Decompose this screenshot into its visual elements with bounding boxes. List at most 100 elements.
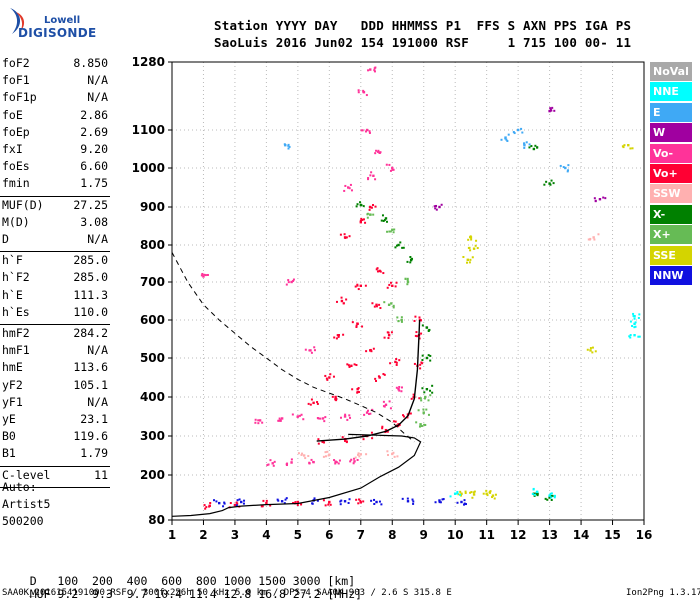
echo-point bbox=[543, 183, 546, 186]
panel-separator bbox=[0, 486, 110, 488]
echo-point bbox=[633, 326, 636, 329]
legend-item: Vo- bbox=[650, 143, 692, 163]
echo-point bbox=[418, 425, 421, 428]
echo-point bbox=[532, 487, 535, 490]
echo-point bbox=[326, 378, 329, 381]
param-name: foEs bbox=[2, 159, 30, 174]
echo-point bbox=[286, 462, 289, 465]
echo-point bbox=[412, 500, 415, 503]
echo-point bbox=[420, 332, 423, 335]
echo-point bbox=[276, 498, 279, 501]
echo-point bbox=[523, 146, 526, 149]
echo-point bbox=[373, 70, 376, 73]
echo-point bbox=[633, 334, 636, 337]
echo-point bbox=[398, 389, 401, 392]
echo-point bbox=[389, 169, 392, 172]
param-row: h`F2 285.0 bbox=[2, 270, 108, 287]
echo-point bbox=[589, 349, 592, 352]
echo-point bbox=[260, 505, 263, 508]
echo-point bbox=[215, 500, 218, 503]
echo-point bbox=[435, 204, 438, 207]
echo-point bbox=[375, 379, 378, 382]
echo-point bbox=[471, 256, 474, 259]
echo-point bbox=[633, 322, 636, 325]
echo-point bbox=[360, 217, 363, 220]
echo-point bbox=[365, 350, 368, 353]
echo-point bbox=[340, 296, 343, 299]
echo-point bbox=[549, 492, 552, 495]
echo-point bbox=[435, 208, 438, 211]
echo-point bbox=[365, 453, 368, 456]
echo-point bbox=[308, 349, 311, 352]
echo-point bbox=[243, 499, 246, 502]
echo-point bbox=[389, 407, 392, 410]
echo-point bbox=[373, 67, 376, 70]
x-tick-label: 6 bbox=[325, 528, 333, 542]
echo-point bbox=[434, 207, 437, 210]
echo-point bbox=[468, 261, 471, 264]
echo-point bbox=[292, 279, 295, 282]
echo-point bbox=[485, 489, 488, 492]
echo-point bbox=[429, 354, 432, 357]
echo-point bbox=[388, 163, 391, 166]
echo-point bbox=[404, 277, 407, 280]
echo-point bbox=[290, 280, 293, 284]
echo-point bbox=[329, 373, 332, 376]
echo-point bbox=[350, 189, 353, 192]
echo-point bbox=[406, 279, 409, 282]
echo-point bbox=[384, 217, 388, 220]
echo-point bbox=[592, 236, 595, 239]
echo-point bbox=[386, 286, 389, 289]
param-name: hmF2 bbox=[2, 326, 30, 340]
echo-point bbox=[424, 395, 427, 399]
echo-point bbox=[364, 284, 367, 287]
echo-point bbox=[323, 441, 326, 444]
echo-point bbox=[205, 506, 208, 509]
echo-point bbox=[265, 501, 268, 505]
echo-point bbox=[591, 351, 594, 354]
y-tick-label: 1000 bbox=[132, 161, 165, 175]
echo-point bbox=[395, 386, 398, 389]
param-row: foE 2.86 bbox=[2, 108, 108, 125]
param-value: 2.86 bbox=[80, 107, 108, 122]
profile-curves bbox=[171, 252, 422, 517]
echo-point bbox=[632, 314, 635, 317]
echo-point bbox=[384, 428, 388, 432]
echo-point bbox=[369, 174, 372, 177]
echo-point bbox=[532, 147, 536, 151]
echo-point bbox=[433, 205, 436, 208]
echo-point bbox=[406, 283, 409, 286]
echo-point bbox=[564, 166, 567, 170]
echo-point bbox=[466, 258, 469, 261]
echo-point bbox=[517, 128, 520, 131]
echo-point bbox=[438, 499, 441, 502]
echo-point bbox=[423, 391, 426, 394]
echo-point bbox=[369, 206, 372, 209]
echo-point bbox=[374, 152, 377, 155]
param-name: h`E bbox=[2, 287, 23, 302]
y-tick-label: 1100 bbox=[132, 123, 165, 137]
param-value: N/A bbox=[87, 232, 108, 246]
echo-point bbox=[395, 244, 398, 247]
echo-point bbox=[419, 423, 422, 426]
echo-point bbox=[567, 169, 570, 172]
y-tick-label: 1280 bbox=[132, 55, 165, 69]
echo-point bbox=[440, 203, 443, 206]
x-tick-label: 9 bbox=[420, 528, 428, 542]
echo-point bbox=[491, 494, 495, 497]
param-value: 1.75 bbox=[80, 176, 108, 191]
echo-point bbox=[240, 500, 243, 504]
param-row: foEp 2.69 bbox=[2, 125, 108, 142]
echo-point bbox=[386, 430, 389, 433]
echo-point bbox=[325, 377, 328, 380]
echo-point bbox=[203, 504, 206, 507]
echo-point bbox=[397, 425, 400, 428]
echo-point bbox=[406, 497, 409, 500]
echo-point bbox=[387, 331, 390, 334]
echo-point bbox=[213, 499, 216, 502]
echo-point bbox=[233, 503, 237, 507]
param-name: B1 bbox=[2, 446, 16, 461]
y-tick-label: 200 bbox=[140, 468, 165, 482]
echo-point bbox=[390, 331, 393, 334]
echo-point bbox=[442, 498, 445, 501]
